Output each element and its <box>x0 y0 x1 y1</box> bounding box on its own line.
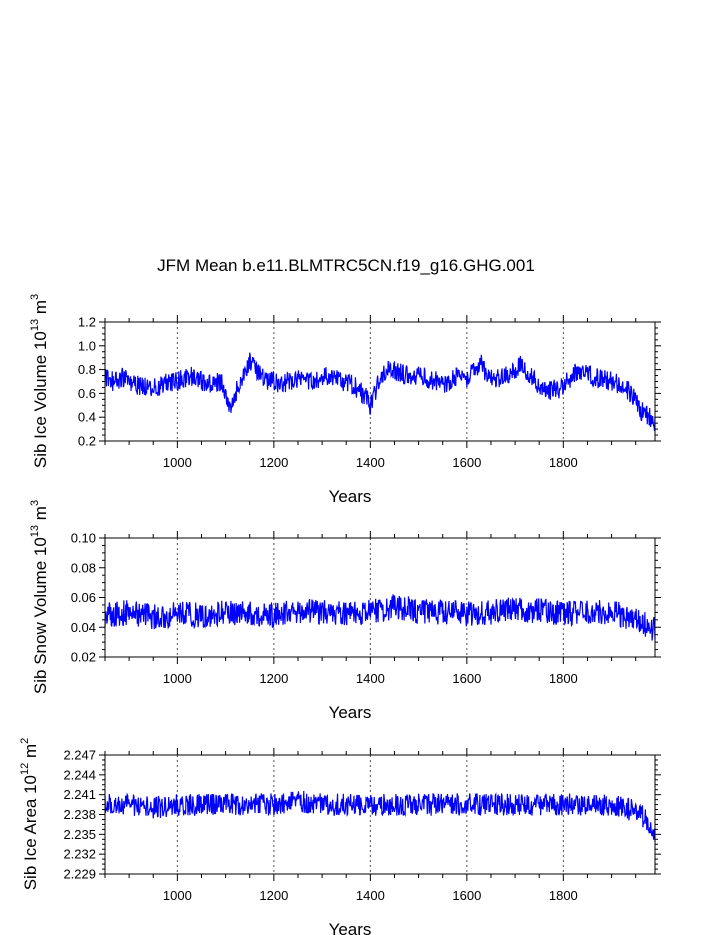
y-tick-label: 0.08 <box>71 560 96 575</box>
y-axis-label: Sib Ice Area 1012 m2 <box>19 738 40 891</box>
y-axis-label-exp: 13 <box>29 525 41 537</box>
chart-title: JFM Mean b.e11.BLMTRC5CN.f19_g16.GHG.001 <box>157 256 535 275</box>
y-tick-label: 0.8 <box>78 362 96 377</box>
y-tick-label: 0.6 <box>78 386 96 401</box>
x-tick-label: 1800 <box>549 671 578 686</box>
x-tick-label: 1400 <box>356 455 385 470</box>
y-tick-label: 2.235 <box>63 827 96 842</box>
x-tick-label: 1800 <box>549 455 578 470</box>
y-axis-label-exp: 13 <box>29 319 41 331</box>
x-tick-label: 1600 <box>452 888 481 903</box>
y-tick-label: 0.04 <box>71 620 96 635</box>
y-axis-label-exp: 12 <box>19 763 31 775</box>
y-tick-label: 1.2 <box>78 315 96 330</box>
y-tick-label: 0.10 <box>71 531 96 546</box>
y-axis-label-unit: m <box>31 506 50 525</box>
x-axis-label: Years <box>329 920 372 935</box>
y-axis-label: Sib Snow Volume 1013 m3 <box>29 500 50 694</box>
x-tick-label: 1200 <box>259 671 288 686</box>
y-tick-label: 2.244 <box>63 767 96 782</box>
y-tick-label: 0.06 <box>71 590 96 605</box>
x-tick-label: 1800 <box>549 888 578 903</box>
y-tick-label: 0.2 <box>78 434 96 449</box>
data-series-line <box>105 791 655 842</box>
ice-area-panel: 1000 1200 1400 1600 1800 2.229 2.232 2.235 2.238… <box>19 738 661 935</box>
y-axis-label-unit-exp: 3 <box>29 294 41 300</box>
y-tick-label: 2.238 <box>63 807 96 822</box>
x-axis-label: Years <box>329 703 372 722</box>
x-tick-label: 1600 <box>452 671 481 686</box>
y-axis-label-main: Sib Ice Area 10 <box>21 775 40 890</box>
y-tick-label: 2.232 <box>63 847 96 862</box>
x-tick-label: 1400 <box>356 888 385 903</box>
y-axis-label-main: Sib Ice Volume 10 <box>31 331 50 468</box>
ice-volume-panel: 1000 1200 1400 1600 1800 0.2 0.4 0.6 0.8 1.0 1.2 Ye… <box>29 294 661 506</box>
y-tick-label: 0.4 <box>78 410 96 425</box>
y-tick-label: 0.02 <box>71 650 96 665</box>
x-tick-label: 1200 <box>259 888 288 903</box>
y-tick-label: 1.0 <box>78 338 96 353</box>
y-axis-label-unit: m <box>31 300 50 319</box>
data-series-line <box>105 353 655 431</box>
x-axis-label: Years <box>329 487 372 506</box>
snow-volume-panel: 1000 1200 1400 1600 1800 0.02 0.04 0.06 0.08 0.10… <box>29 500 661 722</box>
x-tick-label: 1000 <box>163 671 192 686</box>
x-tick-label: 1600 <box>452 455 481 470</box>
y-axis-label-unit: m <box>21 744 40 763</box>
figure: JFM Mean b.e11.BLMTRC5CN.f19_g16.GHG.001… <box>0 0 723 935</box>
x-tick-label: 1000 <box>163 888 192 903</box>
x-tick-label: 1200 <box>259 455 288 470</box>
plot-frame <box>105 538 655 657</box>
x-tick-label: 1400 <box>356 671 385 686</box>
y-tick-label: 2.247 <box>63 748 96 763</box>
y-axis-label-unit-exp: 3 <box>29 500 41 506</box>
y-tick-label: 2.229 <box>63 867 96 882</box>
y-axis-label-main: Sib Snow Volume 10 <box>31 537 50 694</box>
y-axis-label: Sib Ice Volume 1013 m3 <box>29 294 50 468</box>
data-series-line <box>105 594 655 640</box>
x-tick-label: 1000 <box>163 455 192 470</box>
y-axis-label-unit-exp: 2 <box>19 738 31 744</box>
y-tick-label: 2.241 <box>63 787 96 802</box>
